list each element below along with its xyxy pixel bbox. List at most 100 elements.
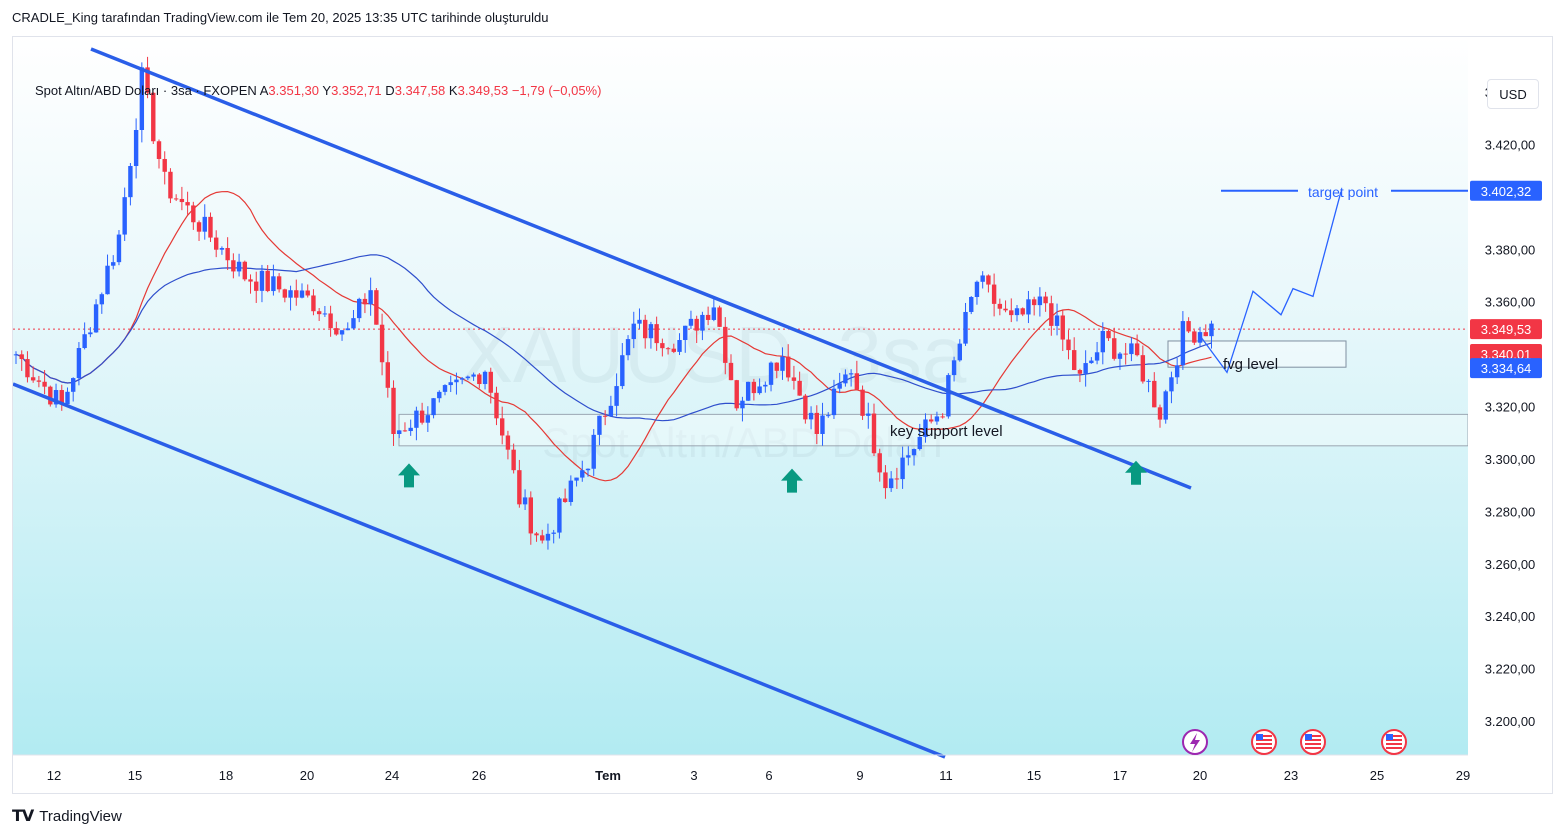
candle-body xyxy=(276,276,282,290)
candle-body xyxy=(808,412,814,420)
legend-close-label: K xyxy=(448,83,458,98)
candle-body xyxy=(368,290,373,305)
legend-symbol[interactable]: Spot Altın/ABD Doları · 3sa · FXOPEN xyxy=(35,83,257,98)
candle-body xyxy=(471,374,476,377)
candle-body xyxy=(557,498,562,533)
price-badge xyxy=(1470,180,1542,201)
candle-body xyxy=(608,405,614,416)
x-tick-label: 26 xyxy=(472,768,486,783)
candle-body xyxy=(225,248,230,261)
candle-body xyxy=(299,290,305,298)
x-tick-label: 15 xyxy=(1027,768,1041,783)
candle-body xyxy=(1152,380,1157,408)
candle-body xyxy=(65,391,70,405)
candle-body xyxy=(500,418,505,436)
candle-body xyxy=(294,290,299,298)
bounce-arrow-icon xyxy=(1125,460,1147,485)
candle-body xyxy=(522,497,528,505)
candle-body xyxy=(48,386,53,405)
candle-body xyxy=(414,410,419,428)
candle-body xyxy=(1123,353,1128,355)
candle-body xyxy=(59,390,64,405)
candle-body xyxy=(1003,308,1008,311)
candle-body xyxy=(408,427,413,432)
candle-body xyxy=(717,307,722,327)
us-flag-event-icon xyxy=(1381,729,1407,755)
candle-body xyxy=(1203,332,1208,337)
candle-body xyxy=(271,276,276,292)
candle-body xyxy=(923,419,928,437)
candle-body xyxy=(545,533,551,541)
x-tick-label: 3 xyxy=(690,768,697,783)
candle-body xyxy=(425,415,431,423)
y-tick-label: 3.300,00 xyxy=(1485,452,1536,467)
candle-body xyxy=(122,197,127,235)
candle-body xyxy=(145,67,150,93)
candle-body xyxy=(551,532,556,534)
candle-body xyxy=(803,395,808,420)
tradingview-logo[interactable]: 𝗧𝗩 TradingView xyxy=(12,806,122,826)
candle-body xyxy=(374,290,379,325)
candle-body xyxy=(1192,331,1197,343)
candle-body xyxy=(614,386,619,406)
candle-body xyxy=(574,477,579,481)
candle-body xyxy=(940,416,945,418)
candle-body xyxy=(843,374,848,384)
candle-body xyxy=(877,453,882,473)
chart-frame[interactable]: XAUUSD, 3sa Spot Altın/ABD Doları key su… xyxy=(12,36,1553,794)
x-tick-label: 15 xyxy=(128,768,142,783)
candle-body xyxy=(419,410,425,423)
candle-body xyxy=(362,298,368,305)
candle-body xyxy=(1106,330,1111,339)
legend-low: 3.347,58 xyxy=(394,83,446,98)
x-tick-label: 29 xyxy=(1456,768,1470,783)
candle-body xyxy=(906,455,911,458)
candle-body xyxy=(888,478,894,489)
candle-body xyxy=(1169,377,1174,392)
candle-body xyxy=(694,318,699,331)
candle-body xyxy=(780,356,785,371)
legend-high-label: Y xyxy=(322,83,332,98)
candle-body xyxy=(791,377,797,381)
legend-open-label: A xyxy=(259,83,269,98)
x-tick-label: 6 xyxy=(765,768,772,783)
candle-body xyxy=(248,279,253,282)
candle-body xyxy=(671,348,676,352)
candle-body xyxy=(25,359,30,378)
x-tick-label: 20 xyxy=(1193,768,1207,783)
candle-body xyxy=(860,389,865,416)
lightning-event-icon xyxy=(1182,729,1208,755)
candle-body xyxy=(1031,299,1037,306)
candle-body xyxy=(88,332,93,335)
candle-body xyxy=(71,378,76,392)
candle-body xyxy=(191,205,196,223)
plot-background xyxy=(13,37,1468,755)
candle-body xyxy=(757,386,762,394)
candle-body xyxy=(259,270,265,291)
price-badge xyxy=(1470,358,1542,379)
candle-body xyxy=(305,290,310,296)
candle-body xyxy=(391,387,396,434)
candle-body xyxy=(1014,308,1020,316)
candle-body xyxy=(1083,363,1088,374)
price-axis xyxy=(1468,37,1552,793)
chart-svg[interactable]: XAUUSD, 3sa Spot Altın/ABD Doları key su… xyxy=(13,37,1552,793)
candle-body xyxy=(683,325,688,341)
candle-body xyxy=(1157,407,1163,420)
candle-body xyxy=(1117,353,1123,359)
candle-body xyxy=(517,470,522,505)
currency-button[interactable]: USD xyxy=(1487,79,1539,109)
watermark: XAUUSD, 3sa Spot Altın/ABD Doları xyxy=(460,310,967,466)
price-badge-label: 3.349,53 xyxy=(1481,322,1532,337)
candle-body xyxy=(30,377,36,381)
candle-body xyxy=(1077,370,1083,374)
candle-body xyxy=(36,380,42,382)
x-tick-label: 25 xyxy=(1370,768,1384,783)
candle-body xyxy=(1072,350,1077,371)
candle-body xyxy=(820,415,825,434)
candle-body xyxy=(1060,315,1065,340)
candle-body xyxy=(871,413,877,454)
candle-body xyxy=(93,304,99,333)
candle-body xyxy=(534,533,539,536)
candle-body xyxy=(156,141,162,159)
